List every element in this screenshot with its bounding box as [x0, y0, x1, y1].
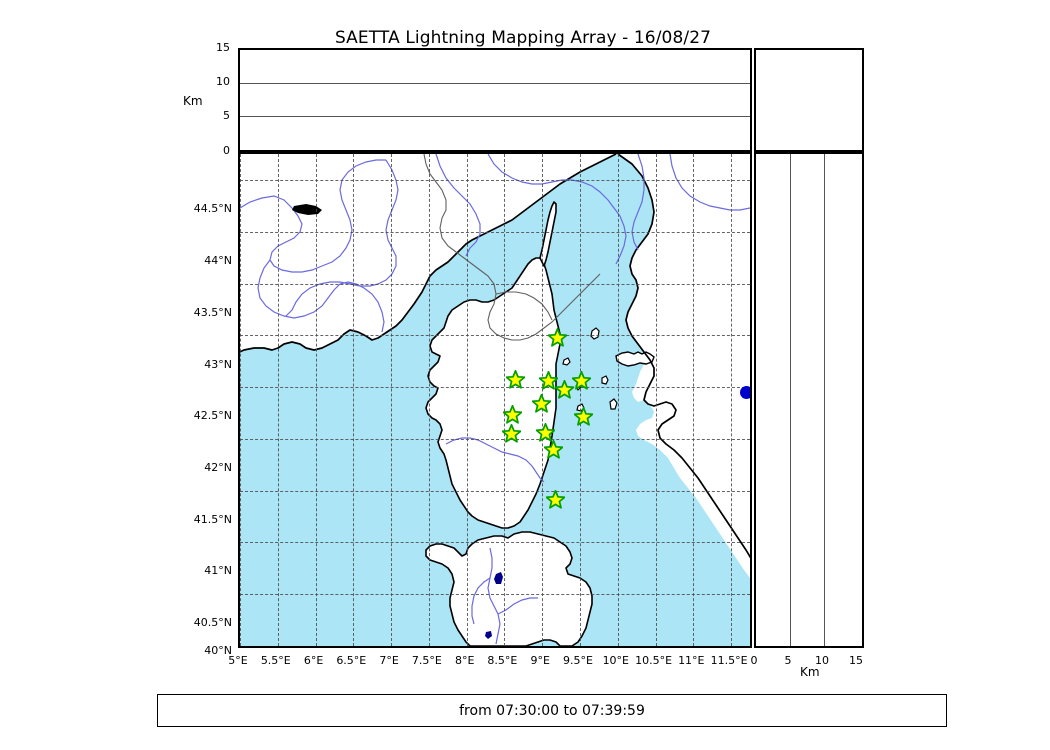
time-range-status-bar: from 07:30:00 to 07:39:59	[157, 694, 947, 727]
grid-lon-8.5	[504, 154, 506, 646]
tick-top-0: 0	[223, 144, 230, 157]
grid-lon-6	[315, 154, 317, 646]
map-panel[interactable]	[238, 152, 752, 648]
grid-lon-7	[391, 154, 393, 646]
top-panel-axis-label: Km	[183, 94, 203, 108]
lightning-source-dot	[740, 385, 750, 399]
tick-lon-11: 11°E	[678, 654, 705, 667]
grid-lat-44	[240, 231, 750, 233]
tick-right-15: 15	[849, 654, 863, 667]
tick-lon-6.5: 6.5°E	[336, 654, 367, 667]
altitude-longitude-panel[interactable]	[238, 48, 752, 152]
right-panel-axis-label: Km	[800, 665, 820, 679]
tick-lon-10: 10°E	[602, 654, 630, 667]
grid-lat-41.5	[240, 490, 750, 492]
grid-lon-7.5	[428, 154, 430, 646]
grid-lat-44.5	[240, 179, 750, 181]
tick-top-5: 5	[223, 109, 230, 122]
grid-lat-43	[240, 335, 750, 337]
tick-right-0: 0	[750, 654, 758, 667]
tick-top-10: 10	[216, 75, 230, 88]
tick-lat-44: 44°N	[204, 254, 232, 267]
time-range-text: from 07:30:00 to 07:39:59	[459, 702, 645, 719]
tick-lat-44.5: 44.5°N	[193, 202, 232, 215]
grid-lat-42	[240, 438, 750, 440]
grid-lat-40.5	[240, 594, 750, 596]
grid-lon-6.5	[353, 154, 355, 646]
tick-lon-7.5: 7.5°E	[411, 654, 442, 667]
grid-lat-42.5	[240, 387, 750, 389]
tick-lat-43.5: 43.5°N	[193, 306, 232, 319]
tick-lon-5.5: 5.5°E	[260, 654, 291, 667]
grid-lat-41	[240, 542, 750, 544]
grid-lat-40	[240, 646, 750, 647]
tick-lat-41: 41°N	[204, 564, 232, 577]
tick-lat-41.5: 41.5°N	[193, 513, 232, 526]
map-geometry	[240, 154, 750, 646]
grid-lon-9.5	[580, 154, 581, 646]
tick-lat-40: 40°N	[204, 644, 232, 657]
tick-lon-6: 6°E	[303, 654, 324, 667]
grid-lat-43.5	[240, 283, 750, 285]
tick-lon-9: 9°E	[530, 654, 550, 667]
tick-lat-42.5: 42.5°N	[193, 409, 232, 422]
grid-lon-11	[693, 154, 695, 646]
gridline-alt-10	[240, 83, 750, 84]
tick-lon-9.5: 9.5°E	[563, 654, 593, 667]
tick-top-15: 15	[216, 41, 230, 54]
grid-lon-11.5	[731, 154, 733, 646]
grid-lon-9	[542, 154, 544, 646]
tick-right-5: 5	[784, 654, 792, 667]
tick-lon-10.5: 10.5°E	[635, 654, 673, 667]
grid-lon-5	[240, 154, 241, 646]
tick-lat-43: 43°N	[204, 358, 232, 371]
altitude-latitude-panel[interactable]	[754, 152, 864, 648]
tick-lon-8: 8°E	[454, 654, 475, 667]
gridline-alt-5	[240, 116, 750, 117]
tick-lon-8.5: 8.5°E	[487, 654, 518, 667]
corner-panel	[754, 48, 864, 152]
tick-lon-5: 5°E	[228, 654, 248, 667]
grid-lon-10.5	[655, 154, 657, 646]
gridline-km-5	[790, 154, 791, 646]
tick-lon-11.5: 11.5°E	[710, 654, 748, 667]
grid-lon-8	[466, 154, 468, 646]
grid-lon-5.5	[277, 154, 279, 646]
tick-lon-7: 7°E	[379, 654, 399, 667]
grid-lon-10	[617, 154, 619, 646]
tick-lat-40.5: 40.5°N	[193, 616, 232, 629]
page-title: SAETTA Lightning Mapping Array - 16/08/2…	[334, 28, 712, 48]
tick-lat-42: 42°N	[204, 461, 232, 474]
gridline-km-10	[824, 154, 825, 646]
tick-right-10: 10	[815, 654, 829, 667]
